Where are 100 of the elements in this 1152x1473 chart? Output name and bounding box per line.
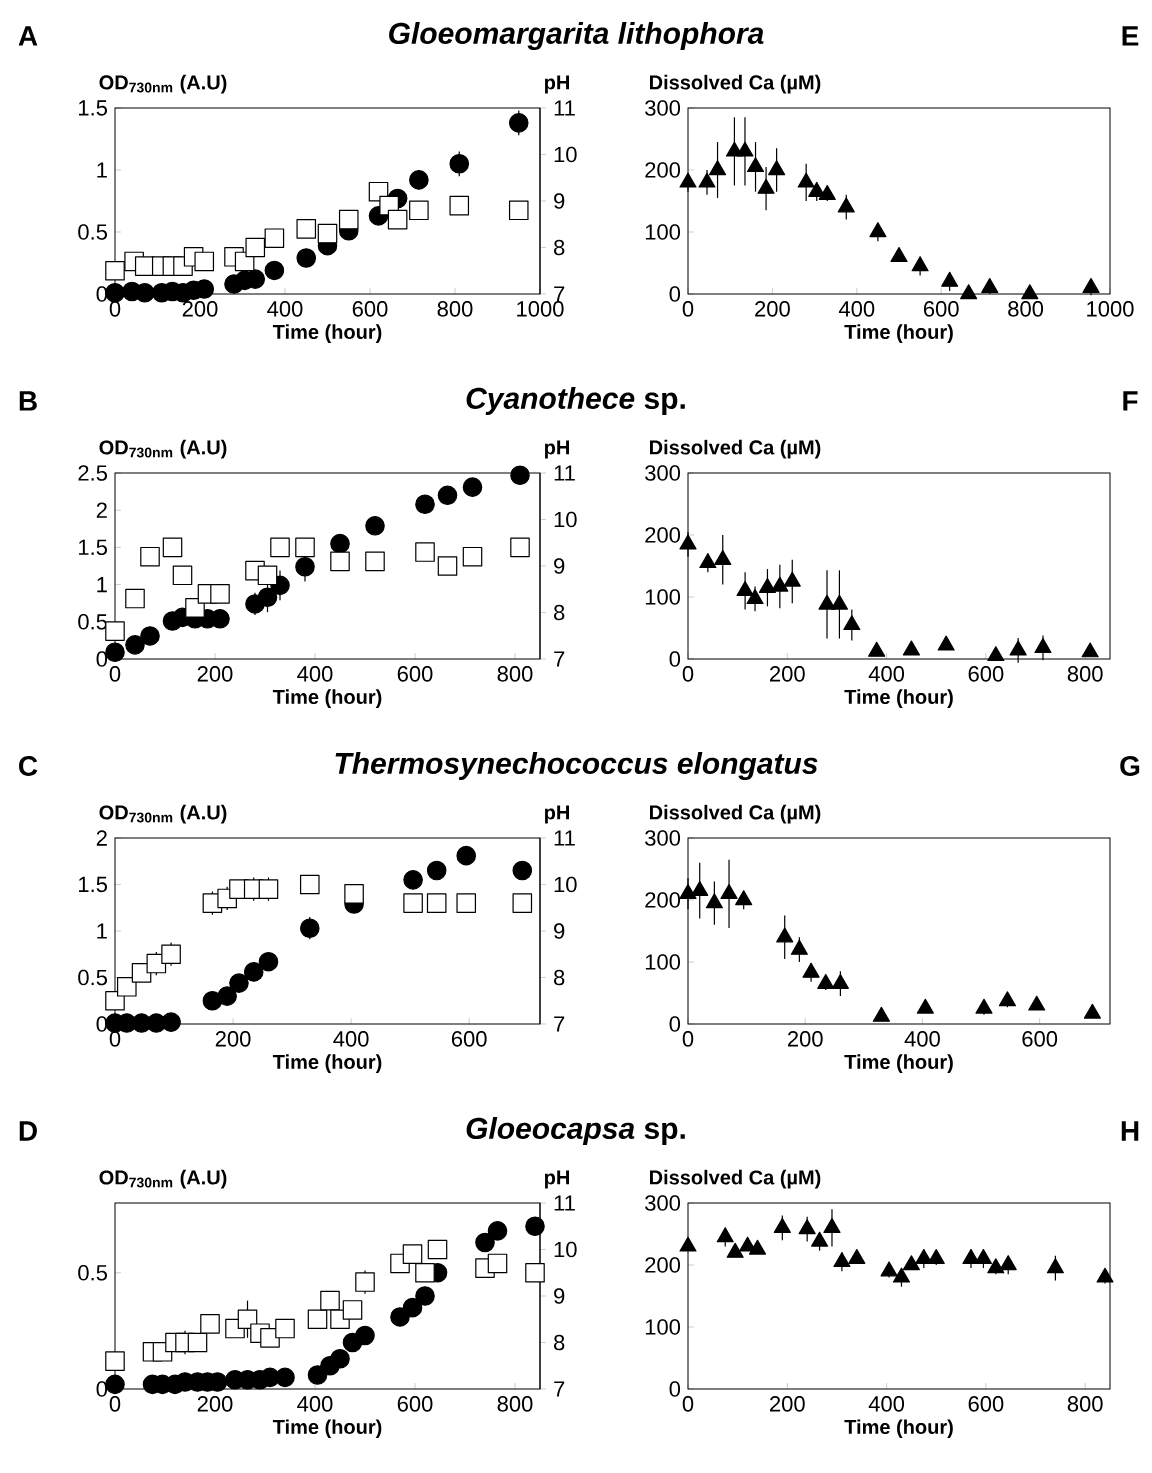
y-tick-label: 100 [645,1319,681,1335]
y2-tick-label: 7 [554,1016,565,1032]
y2-tick-label: 9 [554,923,565,939]
x-tick-label: 0 [682,1396,694,1412]
x-tick-label: 200 [215,1031,251,1047]
y-tick-label: 100 [645,954,681,970]
x-tick-label: 800 [497,666,533,682]
y-axis-title: Dissolved Ca (µM) [650,1169,821,1189]
y-axis-title: OD$_{730nm}$ (A.U) [99,804,227,824]
y2-tick-label: 9 [554,1288,565,1304]
x-axis-title: Time (hour) [272,1419,382,1439]
y-tick-label: 0 [669,651,681,667]
y2-tick-label: 9 [554,193,565,209]
x-tick-label: 600 [397,666,433,682]
y2-tick-label: 11 [554,465,575,481]
text: G [1120,756,1140,776]
y-tick-label: 1.5 [79,876,107,893]
x-tick-label: 600 [1022,1031,1058,1047]
y-tick-label: 200 [645,162,681,178]
x-tick-label: 800 [497,1396,533,1412]
x-tick-label: 800 [1067,666,1103,682]
text: D [19,1121,37,1141]
y-axis-title: Dissolved Ca (µM) [650,74,821,94]
text: F [1123,391,1138,411]
x-tick-label: 400 [838,301,875,317]
y2-tick-label: 10 [554,1241,577,1258]
x-tick-label: 400 [333,1031,369,1047]
y2-axis-title: pH [544,440,569,459]
y-tick-label: 1 [97,162,107,178]
y-axis-title: OD$_{730nm}$ (A.U) [99,439,227,459]
x-axis-title: Time (hour) [272,689,382,708]
x-axis-title: Time (hour) [844,689,953,708]
x-tick-label: 200 [770,666,805,682]
x-axis-title: Time (hour) [844,1419,953,1439]
y-tick-label: 0.5 [78,224,107,240]
text: C [19,756,38,776]
y-tick-label: 0 [669,1016,681,1032]
text: H [1121,1121,1139,1141]
y2-tick-label: 8 [554,239,565,256]
y-tick-label: 300 [645,100,681,116]
y2-tick-label: 10 [554,511,577,528]
y2-tick-label: 11 [554,100,575,116]
x-tick-label: 600 [923,301,959,317]
y-axis-title: OD$_{730nm}$ (A.U) [99,1169,227,1189]
y-tick-label: 100 [645,224,681,240]
x-tick-label: 400 [868,666,905,682]
x-tick-label: 0 [682,301,694,317]
y2-tick-label: 8 [554,1334,565,1351]
x-tick-label: 1000 [517,301,564,317]
x-tick-label: 600 [968,666,1004,682]
y-tick-label: 200 [645,1257,681,1273]
x-tick-label: 0 [682,666,694,682]
x-tick-label: 600 [451,1031,487,1047]
y-axis-title: Dissolved Ca (µM) [650,439,821,459]
x-tick-label: 200 [197,1396,233,1412]
x-tick-label: 600 [352,301,388,317]
y-tick-label: 300 [645,465,681,481]
y-tick-label: 1 [97,577,107,593]
y-tick-label: 0 [96,651,108,667]
y2-tick-label: 7 [554,651,565,667]
y2-tick-label: 9 [554,558,565,574]
y-tick-label: 0.5 [78,1264,107,1281]
x-tick-label: 400 [904,1031,940,1047]
x-tick-label: 800 [437,301,473,317]
y-tick-label: 1 [97,923,107,939]
x-tick-label: 600 [968,1396,1004,1412]
y2-tick-label: 10 [554,146,577,163]
x-tick-label: 400 [868,1396,905,1412]
chart-title: Gloeomargarita lithophora [389,22,764,50]
x-axis-title: Time (hour) [272,1054,382,1073]
y-tick-label: 0.5 [78,614,107,630]
y-tick-label: 0 [96,1381,108,1397]
y2-axis-title: pH [544,75,569,94]
x-tick-label: 0 [109,666,121,682]
y-tick-label: 0 [669,286,681,302]
x-tick-label: 600 [397,1396,433,1412]
y-tick-label: 1.5 [79,539,107,556]
chart-title: Gloeocapsa sp. [466,1117,685,1145]
y-tick-label: 100 [645,589,681,605]
y2-tick-label: 7 [554,286,565,302]
x-tick-label: 400 [267,301,303,317]
y-tick-label: 0.5 [78,969,107,986]
y2-tick-label: 11 [554,1195,575,1211]
x-tick-label: 800 [1067,1396,1103,1412]
y-tick-label: 0 [669,1381,681,1397]
x-tick-label: 1000 [1087,301,1134,317]
x-tick-label: 800 [1008,301,1044,317]
y2-tick-label: 8 [554,969,565,986]
x-axis-title: Time (hour) [844,324,953,343]
y-tick-label: 2 [96,830,107,846]
y-axis-title: Dissolved Ca (µM) [650,804,821,824]
x-tick-label: 0 [109,1396,121,1412]
x-tick-label: 200 [787,1031,823,1047]
x-tick-label: 400 [297,1396,333,1412]
y2-tick-label: 8 [554,604,565,621]
text: B [19,391,37,411]
chart-title: Thermosynechococcus elongatus [335,752,818,780]
chart-title: Cyanothece sp. [466,387,685,415]
y-tick-label: 1.5 [79,100,107,116]
y-tick-label: 2.5 [78,465,107,481]
